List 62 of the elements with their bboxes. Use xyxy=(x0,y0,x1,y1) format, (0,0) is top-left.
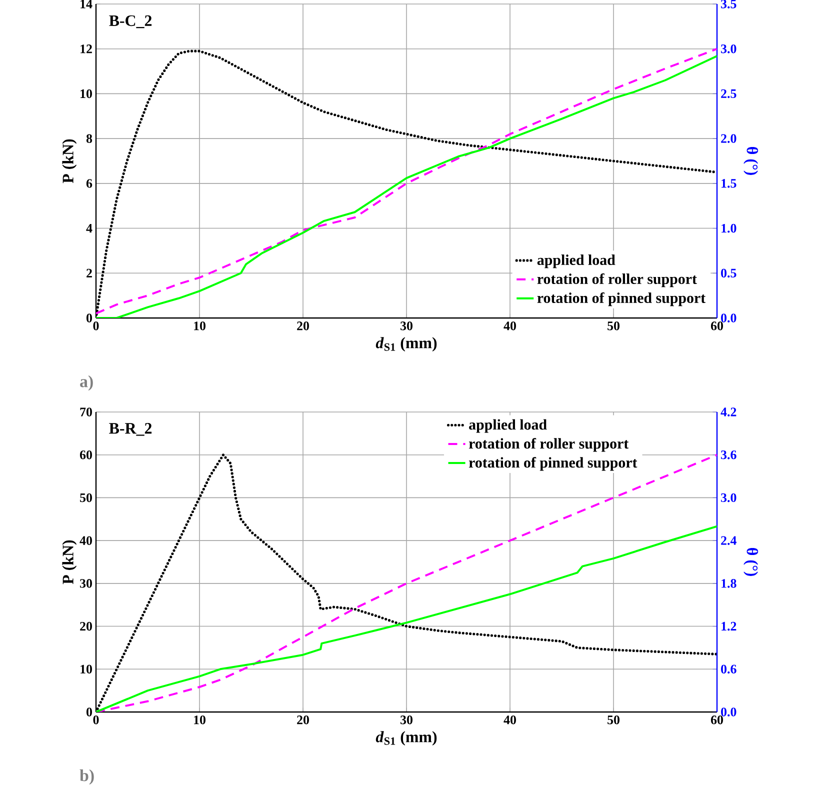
y-tick-label: 50 xyxy=(80,493,92,502)
y2-axis-title: θ (°) xyxy=(744,147,758,175)
x-tick-label: 30 xyxy=(400,716,412,724)
y-tick-label: 2 xyxy=(86,268,92,278)
y2-tick-label: 3.0 xyxy=(721,44,736,54)
legend-label: rotation of roller support xyxy=(537,273,697,288)
y-tick-label: 8 xyxy=(86,134,92,143)
y2-tick-label: 3.0 xyxy=(721,493,736,502)
x-tick-label: 20 xyxy=(297,716,309,724)
x-axis-title: d$_{S1}$ (mm) xyxy=(376,731,437,746)
x-tick-label: 60 xyxy=(710,322,723,330)
y-tick-label: 0 xyxy=(86,314,92,322)
y2-tick-label: 1.8 xyxy=(722,579,736,588)
y2-axis-title: θ (°) xyxy=(744,548,758,576)
y2-tick-label: 1.2 xyxy=(722,622,736,631)
y2-tick-label: 2.5 xyxy=(721,89,736,98)
x-tick-label: 10 xyxy=(194,716,206,724)
y-tick-label: 30 xyxy=(80,579,92,588)
y-tick-label: 6 xyxy=(86,179,92,188)
y2-tick-label: 0.6 xyxy=(721,664,736,674)
legend-label: rotation of roller support xyxy=(468,438,629,452)
annotation: B-R_2 xyxy=(109,423,152,436)
y2-tick-label: 1.5 xyxy=(722,179,736,188)
y-tick-label: 4 xyxy=(86,224,92,233)
y-tick-label: 0 xyxy=(86,708,92,716)
x-tick-label: 40 xyxy=(504,716,516,724)
y-tick-label: 12 xyxy=(80,44,92,54)
y2-tick-label: 3.5 xyxy=(721,0,736,8)
y2-tick-label: 0.0 xyxy=(721,708,736,716)
y-tick-label: 10 xyxy=(80,89,92,98)
y-tick-label: 14 xyxy=(80,0,92,8)
x-tick-label: 0 xyxy=(93,322,99,330)
legend-label: rotation of pinned support xyxy=(468,457,638,471)
x-tick-label: 20 xyxy=(297,322,309,330)
y-tick-label: 10 xyxy=(80,664,92,674)
y-tick-label: 20 xyxy=(80,622,92,631)
x-tick-label: 50 xyxy=(608,716,620,724)
y2-tick-label: 0.0 xyxy=(721,314,736,322)
x-tick-label: 30 xyxy=(400,322,412,330)
x-axis-title: d$_{S1}$ (mm) xyxy=(376,337,437,352)
y-tick-label: 40 xyxy=(80,536,92,545)
y-axis-title: P (kN) xyxy=(62,540,77,584)
text: b) xyxy=(80,769,94,785)
x-tick-label: 10 xyxy=(194,322,206,330)
y2-tick-label: 3.6 xyxy=(721,450,736,460)
x-tick-label: 0 xyxy=(93,716,99,724)
x-tick-label: 50 xyxy=(608,322,620,330)
annotation: B-C_2 xyxy=(109,15,152,28)
y2-tick-label: 0.5 xyxy=(721,268,736,278)
legend-label: applied load xyxy=(469,419,547,433)
text: a) xyxy=(80,375,93,391)
y-tick-label: 60 xyxy=(80,450,92,460)
y-tick-label: 70 xyxy=(80,408,92,416)
legend-label: applied load xyxy=(537,254,616,268)
y-axis-title: P (kN) xyxy=(62,139,77,184)
y2-tick-label: 4.2 xyxy=(720,408,736,416)
x-tick-label: 40 xyxy=(504,322,516,330)
legend-label: rotation of pinned support xyxy=(537,292,706,306)
y2-tick-label: 2.0 xyxy=(721,134,736,143)
y2-tick-label: 2.4 xyxy=(721,536,736,545)
x-tick-label: 60 xyxy=(710,716,723,724)
y2-tick-label: 1.0 xyxy=(722,224,736,233)
